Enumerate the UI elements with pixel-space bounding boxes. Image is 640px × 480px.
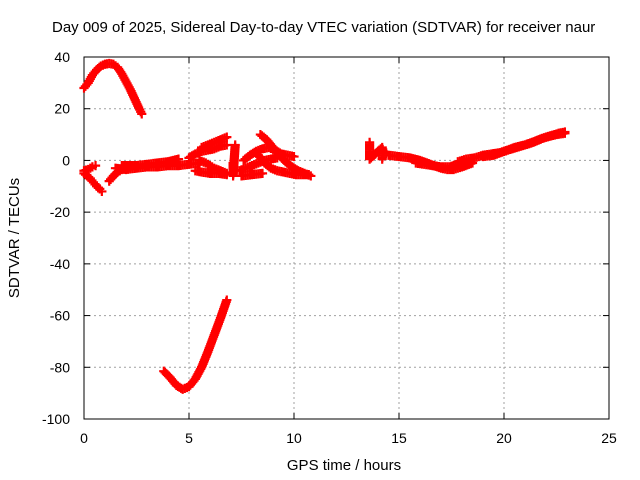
- series-arc-9: [197, 132, 232, 153]
- series-arc-11: [190, 166, 232, 180]
- chart-title: Day 009 of 2025, Sidereal Day-to-day VTE…: [52, 19, 595, 36]
- data-points: [79, 58, 570, 394]
- series-arc-6: [117, 154, 184, 171]
- series-arc-1: [79, 58, 147, 119]
- x-axis-label: GPS time / hours: [287, 457, 401, 474]
- series-arc-20: [411, 158, 463, 172]
- x-tick-label: 10: [286, 430, 302, 446]
- series-arc-7: [159, 295, 232, 394]
- y-tick-label: 40: [54, 49, 70, 65]
- x-tick-label: 15: [391, 430, 407, 446]
- y-axis-label: SDTVAR / TECUs: [6, 178, 23, 298]
- x-tick-label: 0: [80, 430, 88, 446]
- y-tick-label: -60: [50, 308, 70, 324]
- data-point: [97, 186, 107, 197]
- data-point: [90, 161, 101, 171]
- data-point: [222, 132, 232, 142]
- data-point: [230, 140, 240, 150]
- data-point: [289, 151, 299, 162]
- x-tick-label: 25: [601, 430, 617, 446]
- axis-ticks: 0 5 10 15 20 25 -100 -80 -60 -40 -20 0 20 40: [42, 49, 617, 446]
- series-arc-12: [228, 140, 240, 181]
- data-point: [222, 140, 232, 150]
- data-point: [560, 128, 570, 138]
- data-point: [222, 295, 232, 305]
- data-point: [257, 168, 268, 178]
- y-tick-label: -80: [50, 359, 70, 375]
- y-tick-label: 0: [62, 152, 70, 168]
- data-point: [137, 109, 147, 119]
- data-point: [377, 154, 387, 164]
- y-tick-label: -40: [50, 256, 70, 272]
- series-arc-3: [79, 161, 101, 176]
- plot-frame: [83, 56, 610, 420]
- data-point: [306, 171, 316, 181]
- data-point: [173, 154, 184, 164]
- y-tick-label: 20: [54, 101, 70, 117]
- series-arc-17: [236, 168, 268, 181]
- series-arc-22: [478, 128, 570, 162]
- y-tick-label: -20: [50, 204, 70, 220]
- y-tick-label: -100: [42, 411, 70, 427]
- series-arc-16: [255, 129, 316, 181]
- grid-lines: [84, 57, 609, 419]
- x-tick-label: 5: [185, 430, 193, 446]
- x-tick-label: 20: [496, 430, 512, 446]
- series-arc-18: [365, 137, 388, 164]
